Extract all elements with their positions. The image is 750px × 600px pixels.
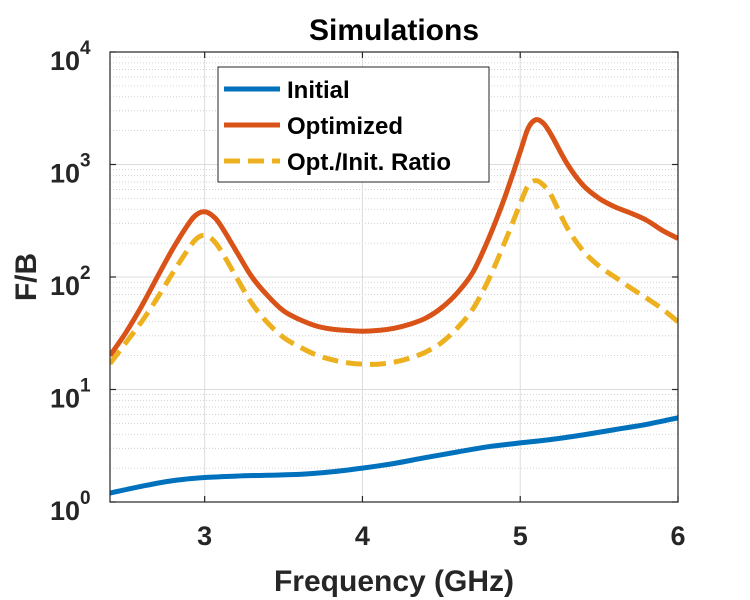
y-tick-label: 10 [50, 159, 80, 189]
x-tick-label: 3 [197, 521, 212, 551]
chart-title: Simulations [309, 14, 479, 47]
y-tick-exponent: 0 [80, 488, 91, 509]
x-axis-label: Frequency (GHz) [274, 565, 514, 598]
series-line-ratio [110, 178, 678, 367]
x-tick-label: 4 [355, 521, 370, 551]
legend-label-ratio: Opt./Init. Ratio [287, 149, 451, 176]
series-line-initial [110, 415, 678, 496]
y-tick-label: 10 [50, 384, 80, 414]
legend-label-initial: Initial [287, 77, 350, 104]
y-tick-exponent: 4 [80, 38, 91, 59]
x-tick-label: 5 [513, 521, 528, 551]
y-tick-exponent: 2 [80, 263, 91, 284]
y-tick-exponent: 3 [80, 151, 91, 172]
x-ticks: 3 4 5 6 [197, 52, 686, 551]
y-tick-label: 10 [50, 271, 80, 301]
series-line-optimized [110, 117, 678, 358]
y-axis-label: F/B [10, 253, 43, 301]
y-tick-exponent: 1 [80, 376, 91, 397]
x-tick-label: 6 [670, 521, 685, 551]
legend: Initial Optimized Opt./Init. Ratio [217, 66, 490, 183]
y-tick-label: 10 [50, 46, 80, 76]
y-tick-label: 10 [50, 496, 80, 526]
legend-label-optimized: Optimized [287, 113, 403, 140]
series-layer [110, 117, 678, 496]
